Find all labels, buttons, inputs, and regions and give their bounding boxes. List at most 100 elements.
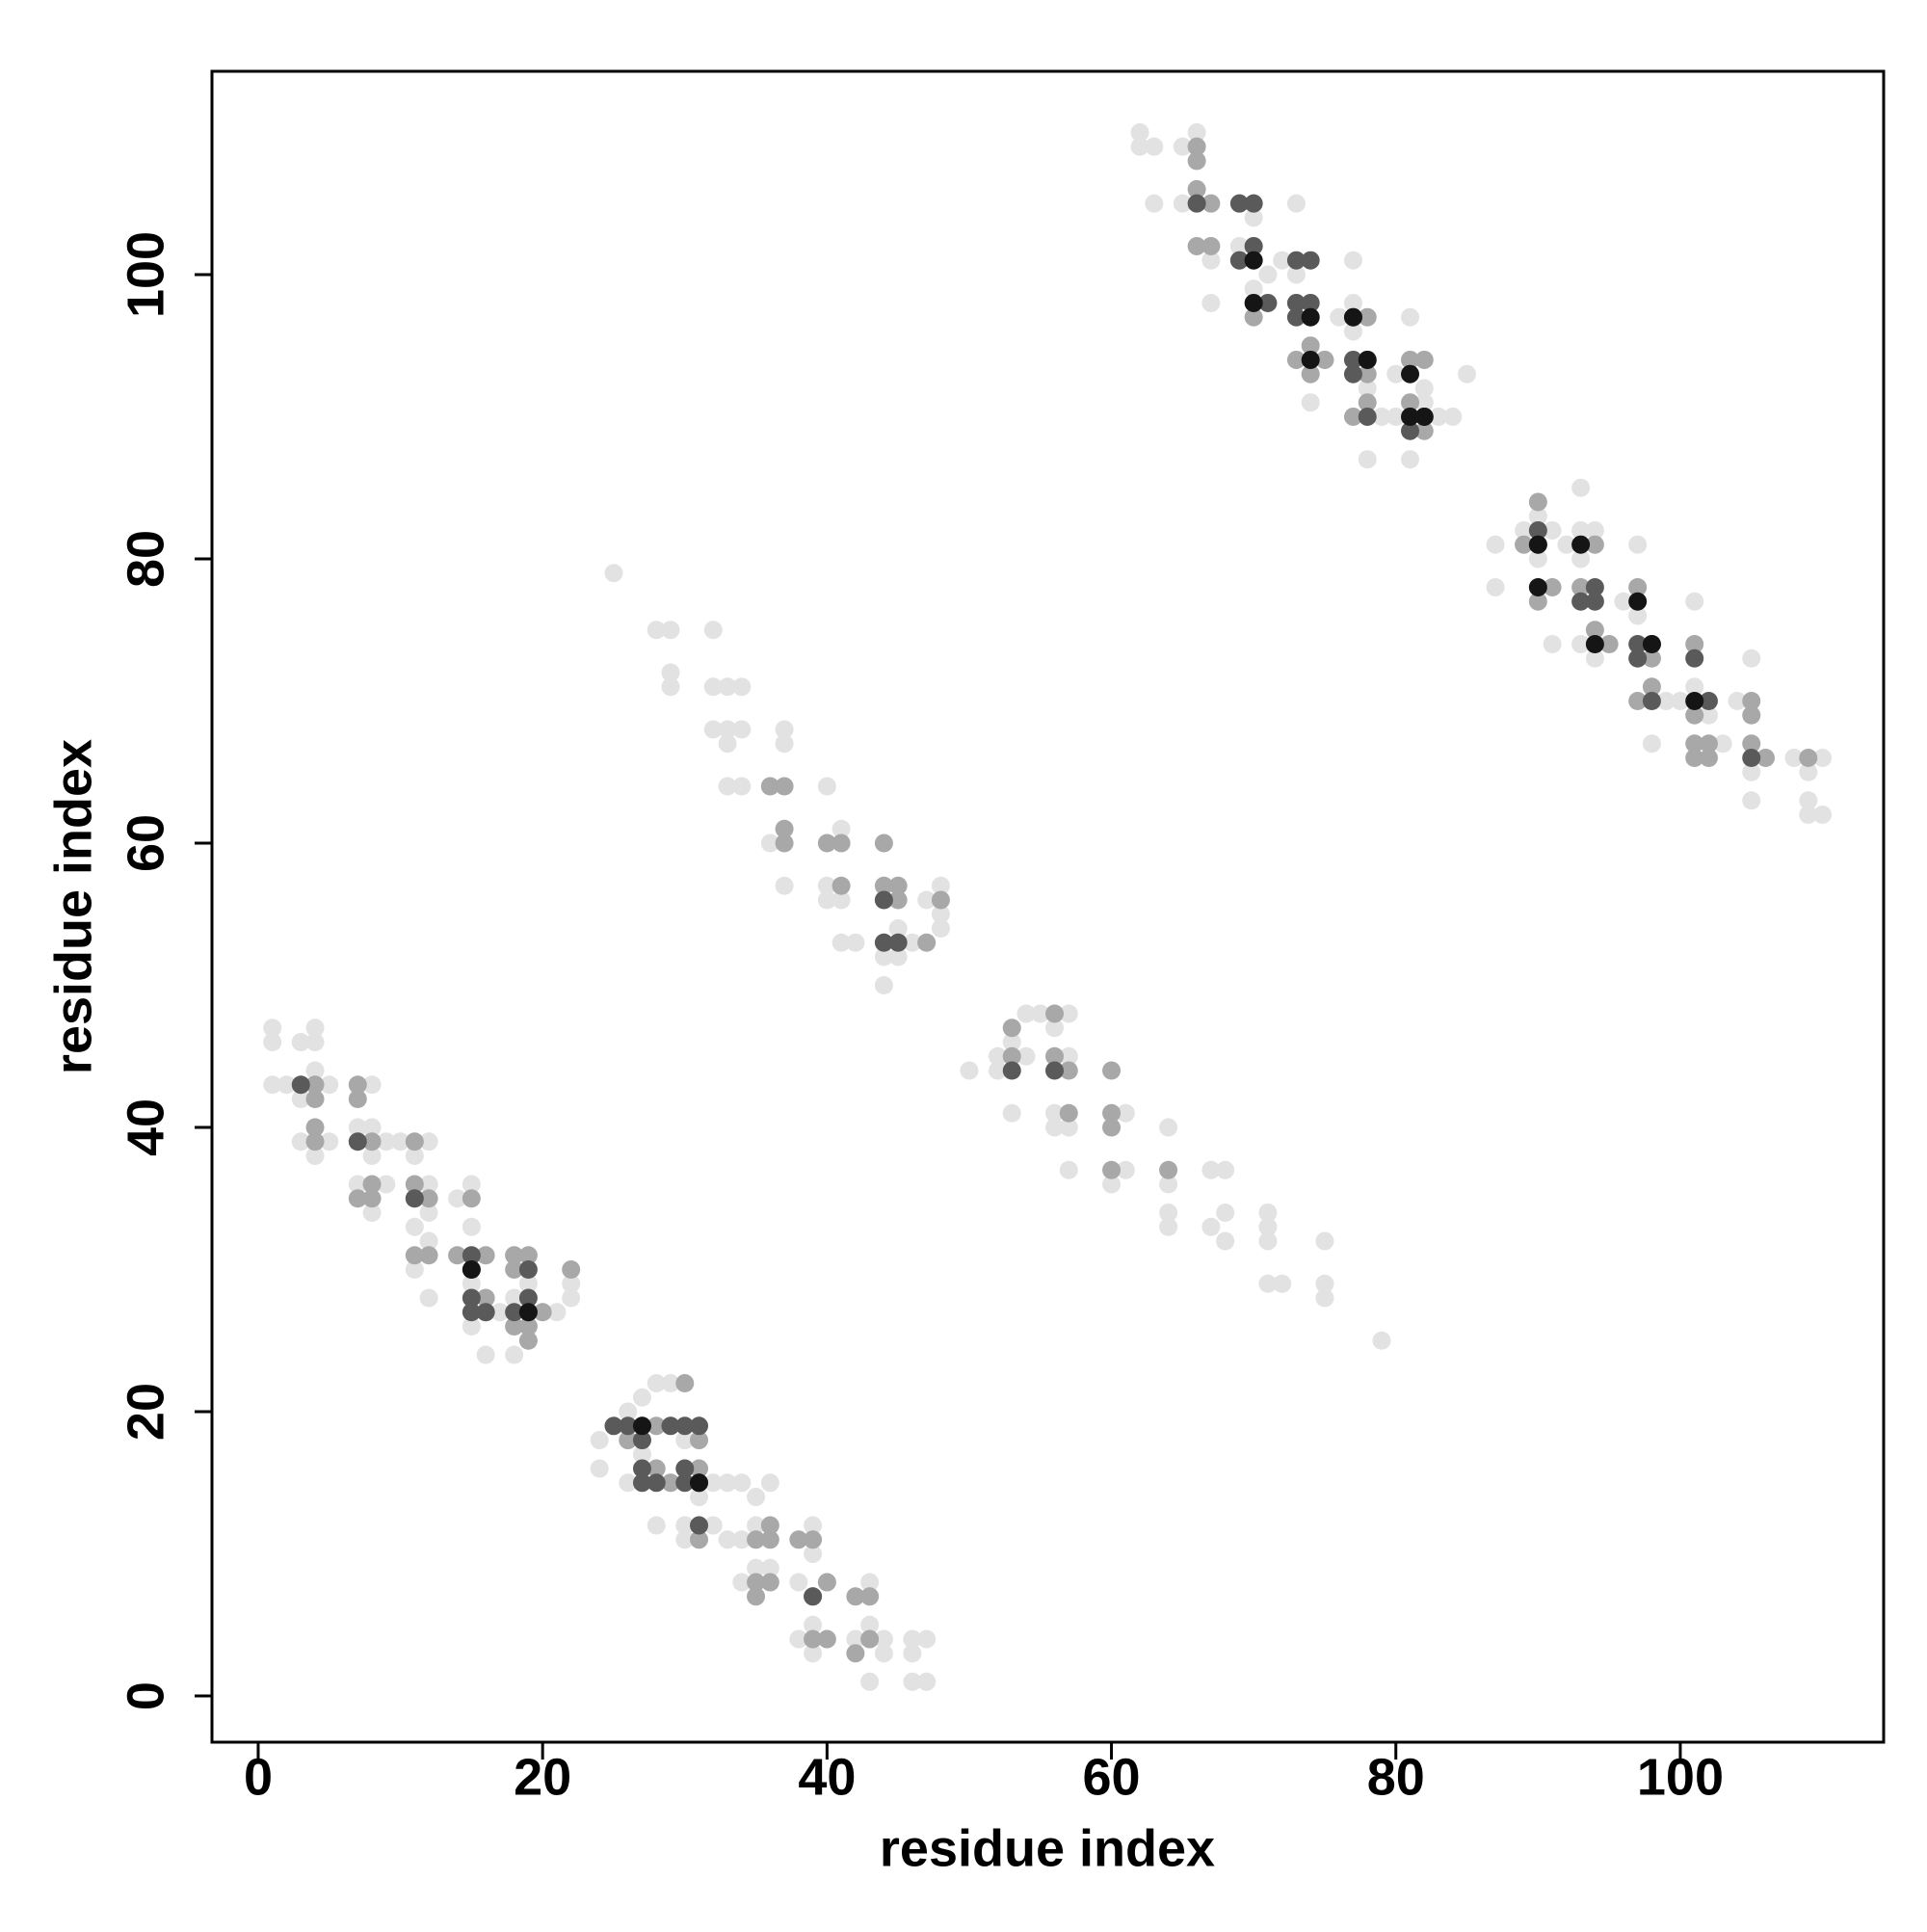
point (988, 1061, 1007, 1080)
point (1571, 520, 1591, 540)
point (804, 1545, 823, 1564)
point (1755, 748, 1775, 767)
point (1244, 251, 1263, 270)
point (1685, 648, 1704, 668)
point (903, 1629, 922, 1649)
point (305, 1132, 325, 1151)
point (391, 1132, 410, 1151)
point (1685, 705, 1704, 725)
point (291, 1033, 310, 1052)
point (1742, 791, 1761, 810)
point (789, 1573, 808, 1592)
point (1059, 1061, 1078, 1080)
point (1486, 577, 1505, 596)
point (1528, 535, 1547, 554)
point (1187, 137, 1206, 156)
point (1699, 748, 1718, 767)
point (1102, 1175, 1122, 1194)
point (405, 1260, 424, 1280)
point (1543, 577, 1562, 596)
point (1159, 1160, 1178, 1179)
point (1528, 592, 1547, 611)
point (505, 1260, 524, 1280)
point (505, 1246, 524, 1265)
point (804, 1644, 823, 1663)
y-tick-label: 80 (117, 530, 174, 588)
point (1159, 1217, 1178, 1236)
point (505, 1317, 524, 1337)
point (348, 1075, 367, 1095)
point (305, 1090, 325, 1109)
point (1585, 648, 1604, 668)
point (675, 1374, 695, 1393)
point (874, 1644, 893, 1663)
point (775, 876, 794, 895)
point (690, 1459, 709, 1478)
point (1301, 350, 1320, 369)
point (1173, 137, 1192, 156)
point (1301, 251, 1320, 270)
point (732, 1473, 752, 1493)
point (1201, 1217, 1221, 1236)
point (462, 1246, 481, 1265)
point (1685, 592, 1704, 611)
point (1301, 307, 1320, 327)
x-tick-label: 40 (798, 1748, 856, 1806)
point (1258, 1231, 1278, 1251)
point (690, 1473, 709, 1493)
y-tick-label: 0 (117, 1681, 174, 1710)
point (476, 1345, 495, 1364)
point (846, 1629, 865, 1649)
point (619, 1431, 638, 1450)
point (1742, 762, 1761, 781)
point (1016, 1046, 1036, 1066)
point (1201, 236, 1221, 255)
point (1201, 194, 1221, 213)
point (1515, 520, 1534, 540)
point (1401, 450, 1420, 469)
point (562, 1260, 581, 1280)
point (1159, 1118, 1178, 1137)
point (1642, 734, 1661, 754)
point (1330, 307, 1349, 327)
point (419, 1132, 438, 1151)
point (462, 1189, 481, 1208)
point (348, 1090, 367, 1109)
point (1059, 1046, 1078, 1066)
point (1002, 1103, 1021, 1123)
point (305, 1061, 325, 1080)
point (1386, 407, 1406, 426)
point (1216, 1231, 1235, 1251)
point (760, 1530, 779, 1549)
point (817, 1629, 836, 1649)
point (448, 1246, 467, 1265)
point (1159, 1175, 1178, 1194)
point (1414, 407, 1434, 426)
point (1543, 520, 1562, 540)
point (1628, 535, 1648, 554)
point (547, 1303, 567, 1322)
point (1414, 350, 1434, 369)
point (632, 1444, 651, 1464)
point (931, 905, 950, 924)
point (874, 890, 893, 910)
point (1656, 691, 1676, 710)
point (1799, 748, 1818, 767)
y-tick-label: 20 (117, 1383, 174, 1441)
point (1173, 194, 1192, 213)
point (1301, 293, 1320, 312)
point (462, 1274, 481, 1293)
point (1799, 805, 1818, 824)
point (874, 1629, 893, 1649)
point (1401, 364, 1420, 384)
point (1585, 577, 1604, 596)
point (1258, 293, 1278, 312)
point (1642, 648, 1661, 668)
point (1301, 393, 1320, 412)
point (1059, 1118, 1078, 1137)
point (1273, 251, 1292, 270)
point (1699, 705, 1718, 725)
point (1528, 577, 1547, 596)
